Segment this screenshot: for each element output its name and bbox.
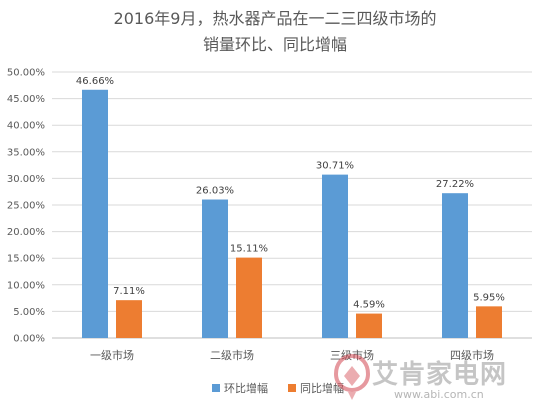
data-label: 26.03% xyxy=(196,186,234,197)
legend-swatch xyxy=(212,384,220,392)
y-tick-label: 15.00% xyxy=(7,254,45,265)
y-tick-label: 50.00% xyxy=(7,68,45,79)
legend-label: 同比增幅 xyxy=(300,381,344,395)
watermark: 艾肯家电网 www.abi.com.cn xyxy=(332,350,542,410)
y-tick-label: 0.00% xyxy=(13,334,45,345)
data-label: 46.66% xyxy=(76,76,114,87)
bar-mom xyxy=(322,174,348,338)
y-axis-ticks: 0.00% 5.00% 10.00% 15.00% 20.00% 25.00% 30.00%… xyxy=(7,68,45,345)
y-tick-label: 45.00% xyxy=(7,94,45,105)
chart-title: 2016年9月，热水器产品在一二三四级市场的 销量环比、同比增幅 xyxy=(0,6,550,58)
y-tick-label: 5.00% xyxy=(13,307,45,318)
legend: 环比增幅 同比增幅 xyxy=(212,381,344,395)
y-tick-label: 20.00% xyxy=(7,227,45,238)
bar-mom xyxy=(82,89,108,338)
watermark-brand: 艾肯家电网 xyxy=(372,360,508,390)
data-label: 15.11% xyxy=(230,244,268,255)
data-label: 30.71% xyxy=(316,161,354,172)
chart-title-line-2: 销量环比、同比增幅 xyxy=(202,35,347,54)
bar-yoy xyxy=(356,313,382,338)
watermark-url: www.abi.com.cn xyxy=(394,388,484,401)
data-label: 5.95% xyxy=(473,292,505,303)
x-category-label: 二级市场 xyxy=(210,348,254,362)
y-tick-label: 25.00% xyxy=(7,201,45,212)
legend-swatch xyxy=(288,384,296,392)
bar-yoy xyxy=(116,300,142,338)
bar-mom xyxy=(202,199,228,338)
y-tick-label: 35.00% xyxy=(7,147,45,158)
data-label: 7.11% xyxy=(113,286,145,297)
watermark-logo-icon xyxy=(333,353,371,400)
data-label: 4.59% xyxy=(353,300,385,311)
y-tick-label: 10.00% xyxy=(7,280,45,291)
y-tick-label: 40.00% xyxy=(7,121,45,132)
data-label: 27.22% xyxy=(436,179,474,190)
x-category-label: 一级市场 xyxy=(90,348,134,362)
bar-yoy xyxy=(236,257,262,338)
bar-mom xyxy=(442,193,468,338)
y-tick-label: 30.00% xyxy=(7,174,45,185)
x-category-label: 四级市场 xyxy=(450,348,494,362)
bar-yoy xyxy=(476,306,502,338)
data-labels: 46.66% 7.11% 26.03% 15.11% 30.71% 4.59% 27.22%… xyxy=(76,76,505,311)
legend-label: 环比增幅 xyxy=(224,381,268,395)
bars xyxy=(82,89,502,338)
chart-title-line-1: 2016年9月，热水器产品在一二三四级市场的 xyxy=(113,9,437,28)
